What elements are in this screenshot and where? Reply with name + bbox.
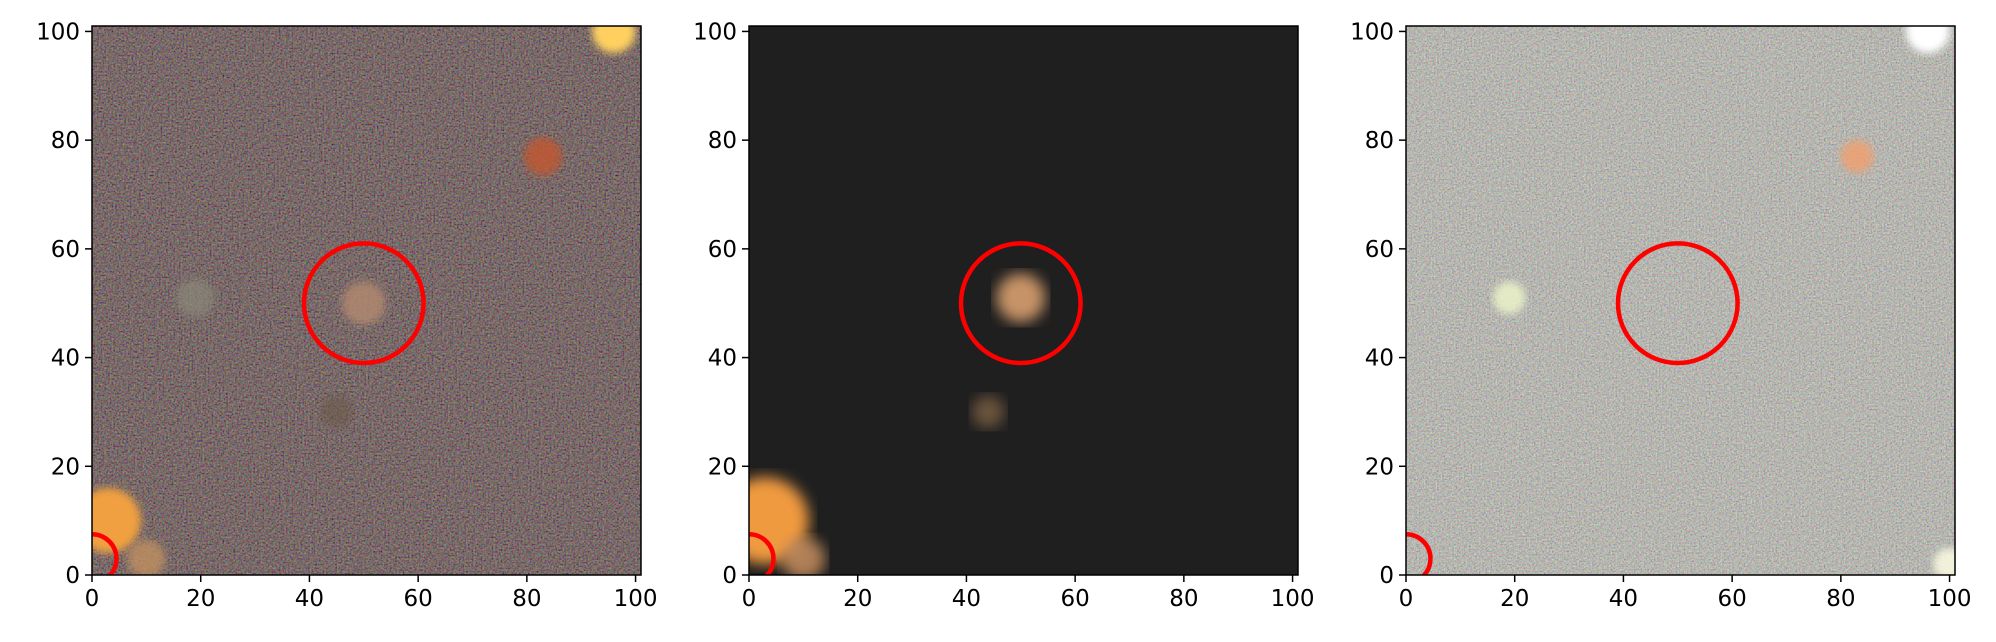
axis-ticks: 0 20 40 60 80 100 0 20 40 60 80 100	[693, 19, 1314, 612]
x-tick-label: 80	[1826, 586, 1855, 612]
x-tick-label: 60	[1717, 586, 1746, 612]
x-tick-label: 40	[1609, 586, 1638, 612]
source-blob	[176, 278, 215, 317]
y-tick-label: 40	[1365, 346, 1394, 372]
x-tick-label: 100	[1928, 586, 1972, 612]
x-tick-label: 80	[512, 586, 541, 612]
source-blob	[1840, 140, 1874, 173]
y-tick-label: 60	[51, 237, 80, 263]
y-tick-label: 0	[65, 563, 80, 589]
source-blob	[524, 137, 563, 176]
image-sources	[749, 273, 1046, 575]
x-tick-label: 0	[742, 586, 757, 612]
y-tick-label: 20	[51, 454, 80, 480]
source-blob	[127, 539, 166, 575]
source-blob	[996, 273, 1046, 323]
corner-circle-marker	[1406, 531, 1433, 575]
x-tick-label: 20	[186, 586, 215, 612]
x-tick-label: 20	[1500, 586, 1529, 612]
target-circle-marker	[958, 241, 1083, 366]
y-tick-label: 80	[708, 128, 737, 154]
x-tick-label: 100	[1271, 586, 1315, 612]
x-tick-label: 80	[1169, 586, 1198, 612]
source-blob	[1492, 281, 1526, 315]
axis-ticks: 0 20 40 60 80 100 0 20 40 60 80 100	[36, 19, 657, 612]
image-noise	[1406, 26, 1955, 575]
x-tick-label: 100	[614, 586, 658, 612]
source-blob	[320, 395, 353, 429]
y-tick-label: 60	[708, 237, 737, 263]
source-blob	[592, 26, 636, 54]
source-blob	[1906, 26, 1950, 54]
corner-circle-marker	[92, 531, 119, 575]
source-blob	[342, 281, 386, 325]
x-tick-label: 60	[403, 586, 432, 612]
image-area-left	[92, 26, 641, 575]
axes-frame	[1405, 25, 1956, 576]
x-tick-label: 40	[295, 586, 324, 612]
panel-model-middle: 0 20 40 60 80 100 0 20 40 60 80 100	[693, 19, 1314, 612]
y-tick-label: 20	[1365, 454, 1394, 480]
y-tick-label: 20	[708, 454, 737, 480]
source-blob	[781, 536, 826, 575]
y-tick-label: 100	[36, 19, 80, 45]
x-tick-label: 60	[1060, 586, 1089, 612]
y-tick-label: 60	[1365, 237, 1394, 263]
axes-frame	[91, 25, 642, 576]
x-tick-label: 0	[1399, 586, 1414, 612]
panel-residual-left: 0 20 40 60 80 100 0 20 40 60 80 100	[36, 19, 657, 612]
axis-ticks: 0 20 40 60 80 100 0 20 40 60 80 100	[1350, 19, 1971, 612]
source-blob	[971, 395, 1005, 429]
x-tick-label: 20	[843, 586, 872, 612]
target-circle-marker	[301, 241, 426, 366]
x-tick-label: 0	[85, 586, 100, 612]
x-tick-label: 40	[952, 586, 981, 612]
image-sources	[1492, 26, 1955, 575]
target-circle-marker	[1615, 241, 1740, 366]
corner-circle-marker	[749, 531, 776, 575]
image-area-right	[1406, 26, 1955, 575]
y-tick-label: 100	[1350, 19, 1394, 45]
panel-residual-right: 0 20 40 60 80 100 0 20 40 60 80 100	[1350, 19, 1971, 612]
source-blob	[1933, 547, 1955, 575]
y-tick-label: 0	[722, 563, 737, 589]
y-tick-label: 100	[693, 19, 737, 45]
axes-frame	[748, 25, 1299, 576]
y-tick-label: 80	[1365, 128, 1394, 154]
y-tick-label: 40	[51, 346, 80, 372]
y-tick-label: 0	[1379, 563, 1394, 589]
image-area-middle	[749, 26, 1298, 575]
y-tick-label: 40	[708, 346, 737, 372]
y-tick-label: 80	[51, 128, 80, 154]
